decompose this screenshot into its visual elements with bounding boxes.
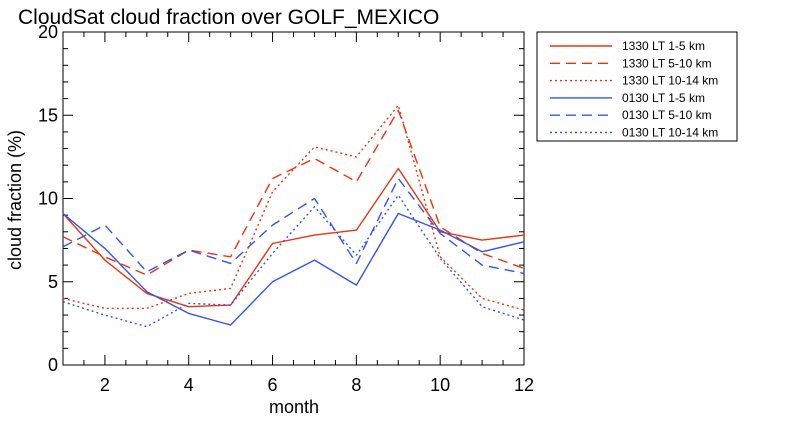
legend-label: 1330 LT 5-10 km [622, 56, 712, 70]
y-tick-label: 15 [38, 105, 58, 125]
plot-area-frame [62, 31, 525, 366]
x-tick-label: 4 [184, 375, 194, 395]
axis-ticks: 2 4 6 8 10 12 0 5 10 15 20 [38, 22, 534, 395]
x-tick-label: 6 [268, 375, 278, 395]
series-line-3 [62, 104, 525, 311]
legend-box [536, 31, 738, 142]
legend-label: 0130 LT 5-10 km [622, 108, 712, 122]
series-line-6 [62, 194, 525, 328]
series-line-4 [62, 212, 525, 326]
x-tick-label: 10 [430, 375, 450, 395]
legend-label: 0130 LT 10-14 km [622, 126, 718, 140]
x-axis-label: month [269, 397, 319, 417]
y-tick-label: 10 [38, 189, 58, 209]
y-axis-label: cloud fraction (%) [5, 130, 25, 270]
x-tick-label: 8 [351, 375, 361, 395]
legend-label: 1330 LT 10-14 km [622, 74, 718, 88]
x-tick-label: 2 [100, 375, 110, 395]
series-lines [62, 104, 525, 328]
legend-label: 0130 LT 1-5 km [622, 91, 705, 105]
legend: 1330 LT 1-5 km 1330 LT 5-10 km 1330 LT 10-… [536, 31, 738, 142]
y-tick-label: 20 [38, 22, 58, 42]
series-line-2 [62, 109, 525, 276]
legend-label: 1330 LT 1-5 km [622, 39, 705, 53]
series-line-5 [62, 177, 525, 275]
chart-title: CloudSat cloud fraction over GOLF_MEXICO [18, 6, 439, 29]
y-tick-label: 0 [48, 355, 58, 375]
x-tick-label: 12 [514, 375, 534, 395]
y-tick-label: 5 [48, 272, 58, 292]
